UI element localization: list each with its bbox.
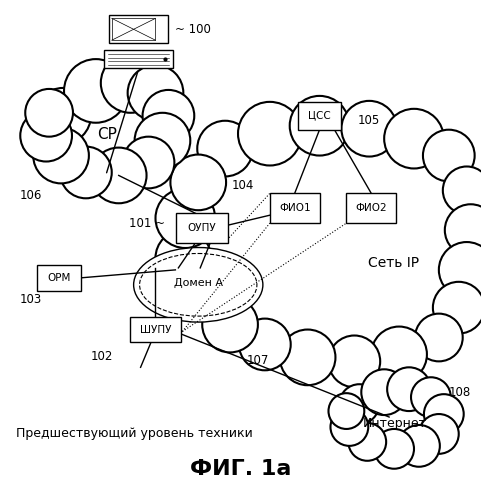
Circle shape — [239, 318, 291, 370]
Circle shape — [128, 65, 183, 120]
FancyBboxPatch shape — [104, 50, 174, 68]
Text: Сеть IP: Сеть IP — [368, 256, 419, 270]
Text: 103: 103 — [19, 293, 41, 306]
Text: 104: 104 — [232, 179, 254, 192]
Circle shape — [387, 368, 431, 411]
Circle shape — [348, 423, 386, 461]
FancyBboxPatch shape — [109, 16, 168, 43]
Circle shape — [443, 166, 482, 214]
Circle shape — [415, 314, 463, 362]
Circle shape — [371, 326, 427, 382]
Ellipse shape — [174, 110, 482, 377]
Circle shape — [20, 110, 72, 162]
Circle shape — [197, 120, 253, 176]
Text: 101 ~: 101 ~ — [130, 216, 165, 230]
Circle shape — [134, 113, 190, 168]
Circle shape — [91, 148, 147, 204]
Circle shape — [123, 136, 174, 188]
Text: 108: 108 — [449, 386, 471, 398]
Text: ~ 100: ~ 100 — [175, 23, 211, 36]
Circle shape — [384, 109, 444, 168]
Text: ФИО1: ФИО1 — [279, 203, 310, 213]
Circle shape — [423, 130, 475, 182]
FancyBboxPatch shape — [37, 265, 81, 291]
FancyBboxPatch shape — [298, 102, 341, 130]
Ellipse shape — [134, 248, 263, 322]
Text: 106: 106 — [19, 189, 41, 202]
Circle shape — [25, 89, 73, 136]
Ellipse shape — [335, 378, 455, 460]
Text: СР: СР — [97, 127, 117, 142]
Circle shape — [419, 414, 459, 454]
Circle shape — [339, 384, 379, 424]
Circle shape — [411, 378, 451, 417]
Circle shape — [445, 204, 482, 256]
Circle shape — [156, 230, 211, 286]
Text: Интернет: Интернет — [363, 417, 427, 430]
FancyBboxPatch shape — [112, 18, 156, 40]
Circle shape — [424, 394, 464, 434]
Circle shape — [156, 188, 215, 248]
Text: 102: 102 — [91, 350, 113, 363]
Circle shape — [60, 146, 112, 199]
FancyBboxPatch shape — [270, 194, 320, 223]
Circle shape — [143, 90, 194, 142]
Text: ФИГ. 1а: ФИГ. 1а — [190, 458, 292, 478]
Text: ЦСС: ЦСС — [308, 111, 331, 121]
Circle shape — [35, 88, 91, 144]
Text: 107: 107 — [247, 354, 269, 368]
Circle shape — [331, 408, 368, 446]
Circle shape — [238, 102, 302, 166]
Circle shape — [174, 269, 226, 320]
Circle shape — [329, 393, 364, 429]
Text: Предшествующий уровень техники: Предшествующий уровень техники — [16, 428, 253, 440]
Text: Домен А: Домен А — [174, 278, 223, 288]
Circle shape — [374, 429, 414, 469]
Circle shape — [433, 282, 482, 334]
Text: ФИО2: ФИО2 — [355, 203, 387, 213]
Text: ОРМ: ОРМ — [47, 273, 71, 283]
Circle shape — [398, 425, 440, 467]
Text: 105: 105 — [357, 114, 380, 127]
FancyBboxPatch shape — [176, 213, 228, 243]
Ellipse shape — [30, 68, 184, 192]
Circle shape — [33, 128, 89, 184]
Text: ОУПУ: ОУПУ — [188, 223, 216, 233]
Text: ШУПУ: ШУПУ — [140, 324, 171, 334]
Circle shape — [280, 330, 335, 385]
Circle shape — [439, 242, 482, 298]
FancyBboxPatch shape — [347, 194, 396, 223]
Circle shape — [341, 101, 397, 156]
Circle shape — [290, 96, 349, 156]
Circle shape — [64, 59, 128, 122]
Circle shape — [329, 336, 380, 387]
Circle shape — [202, 296, 258, 352]
Circle shape — [171, 154, 226, 210]
Circle shape — [101, 53, 161, 113]
FancyBboxPatch shape — [130, 316, 181, 342]
Circle shape — [362, 370, 407, 415]
